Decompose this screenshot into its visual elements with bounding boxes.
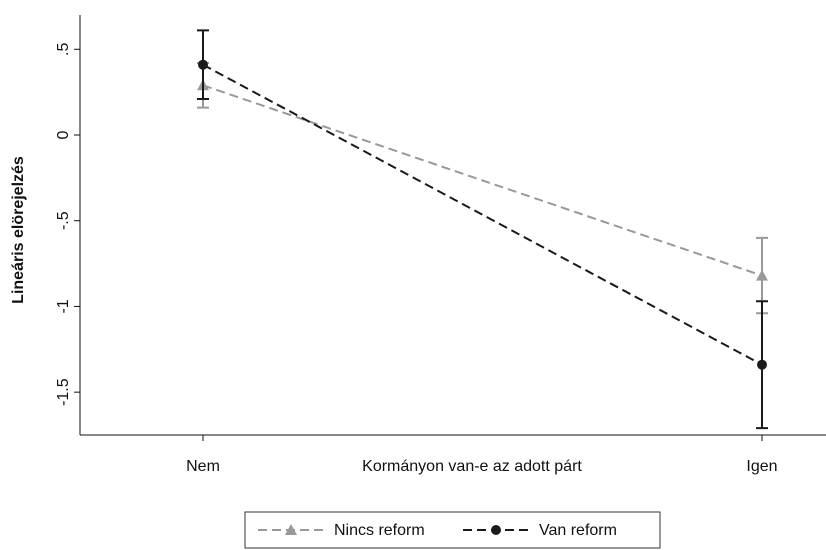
x-axis-label: Kormányon van-e az adott párt	[362, 458, 582, 475]
y-tick-label: -1.5	[55, 378, 72, 406]
y-axis-label: Lineáris elörejelzés	[10, 156, 27, 304]
legend-label: Nincs reform	[334, 522, 425, 539]
data-point	[198, 59, 208, 70]
legend-label: Van reform	[539, 522, 617, 539]
series-line	[202, 63, 763, 366]
x-tick-label: Nem	[186, 458, 220, 475]
y-tick-label: .5	[55, 43, 72, 56]
y-tick-label: 0	[55, 130, 72, 139]
data-point	[757, 359, 767, 370]
y-tick-label: -.5	[55, 211, 72, 230]
series-line	[202, 84, 763, 277]
data-point	[756, 269, 768, 281]
legend-marker	[491, 525, 501, 535]
x-tick-label: Igen	[746, 458, 777, 475]
legend-marker	[285, 524, 297, 535]
y-tick-label: -1	[55, 299, 72, 313]
